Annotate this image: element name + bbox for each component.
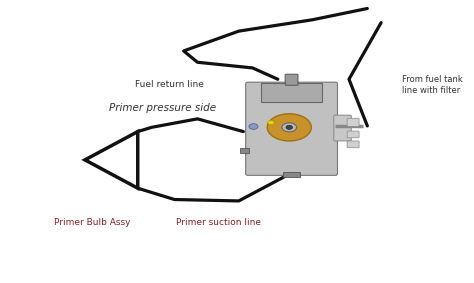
FancyBboxPatch shape: [347, 141, 359, 148]
Text: Primer Bulb Assy: Primer Bulb Assy: [54, 218, 130, 227]
FancyBboxPatch shape: [334, 115, 351, 141]
Bar: [261, 83, 322, 102]
Circle shape: [249, 124, 258, 129]
Circle shape: [268, 121, 274, 125]
Circle shape: [267, 114, 311, 141]
Text: Primer suction line: Primer suction line: [175, 218, 261, 227]
Bar: [283, 172, 300, 177]
FancyBboxPatch shape: [246, 82, 337, 175]
Circle shape: [282, 123, 297, 132]
Text: Fuel return line: Fuel return line: [136, 80, 204, 89]
Circle shape: [286, 125, 292, 129]
Text: From fuel tank
line with filter: From fuel tank line with filter: [402, 75, 463, 95]
FancyBboxPatch shape: [285, 74, 298, 85]
FancyBboxPatch shape: [347, 118, 359, 127]
Bar: [240, 148, 249, 153]
FancyBboxPatch shape: [347, 131, 359, 138]
Text: Primer pressure side: Primer pressure side: [109, 102, 217, 113]
